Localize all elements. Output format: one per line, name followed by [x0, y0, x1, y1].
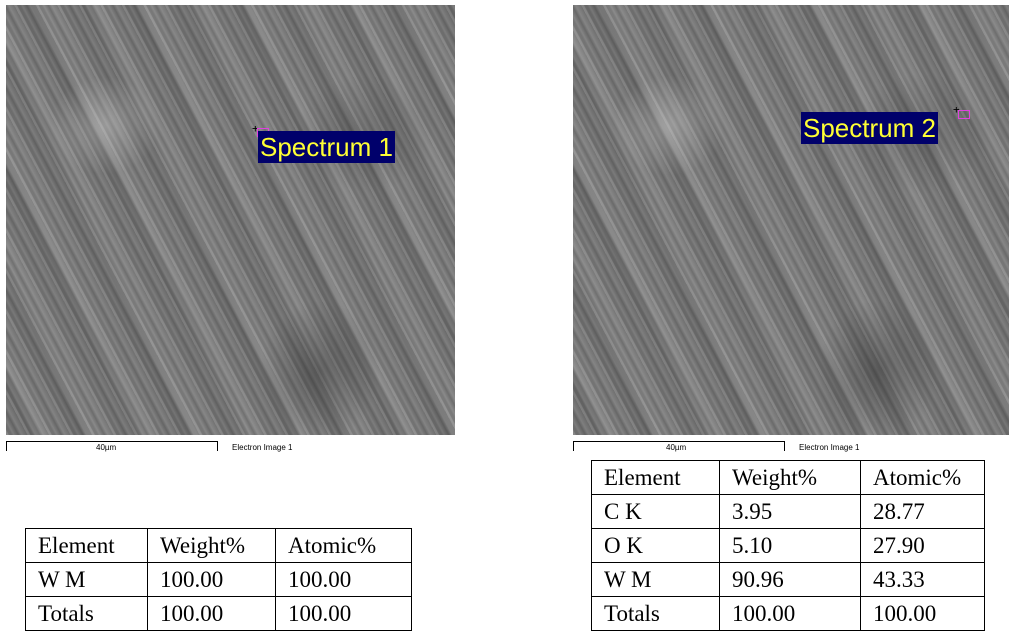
- image-caption: Electron Image 1: [232, 443, 293, 452]
- table-row: Totals 100.00 100.00: [25, 596, 412, 631]
- table-cell: C K: [591, 494, 720, 529]
- column-header: Weight%: [719, 460, 861, 495]
- table-cell: 100.00: [860, 596, 985, 631]
- table-cell: 5.10: [719, 528, 861, 563]
- table-header-row: Element Weight% Atomic%: [591, 460, 985, 495]
- electron-image-left: [6, 5, 455, 435]
- table-row: O K 5.10 27.90: [591, 528, 985, 563]
- table-cell: W M: [591, 562, 720, 597]
- table-row: W M 90.96 43.33: [591, 562, 985, 597]
- table-header-row: Element Weight% Atomic%: [25, 528, 412, 563]
- column-header: Element: [25, 528, 148, 563]
- scale-bar: [573, 441, 785, 451]
- table-cell: 100.00: [275, 562, 412, 597]
- table-cell: 100.00: [719, 596, 861, 631]
- table-row: Totals 100.00 100.00: [591, 596, 985, 631]
- table-cell: 43.33: [860, 562, 985, 597]
- scale-bar-label: 40µm: [666, 443, 687, 452]
- column-header: Atomic%: [275, 528, 412, 563]
- composition-table-right: Element Weight% Atomic% C K 3.95 28.77 O…: [591, 460, 985, 631]
- image-caption: Electron Image 1: [799, 443, 860, 452]
- table-cell: O K: [591, 528, 720, 563]
- table-cell: 90.96: [719, 562, 861, 597]
- table-cell: Totals: [25, 596, 148, 631]
- column-header: Element: [591, 460, 720, 495]
- electron-image-right: [573, 5, 1009, 435]
- crosshair-icon: +: [252, 122, 259, 135]
- scale-bar-label: 40µm: [96, 443, 117, 452]
- scale-bar: [6, 441, 218, 451]
- table-cell: 100.00: [147, 596, 276, 631]
- column-header: Weight%: [147, 528, 276, 563]
- column-header: Atomic%: [860, 460, 985, 495]
- table-row: C K 3.95 28.77: [591, 494, 985, 529]
- table-cell: Totals: [591, 596, 720, 631]
- spectrum-marker-icon: [958, 110, 970, 119]
- crosshair-icon: +: [953, 103, 960, 116]
- table-cell: 27.90: [860, 528, 985, 563]
- table-row: W M 100.00 100.00: [25, 562, 412, 597]
- composition-table-left: Element Weight% Atomic% W M 100.00 100.0…: [25, 528, 412, 631]
- table-cell: 100.00: [147, 562, 276, 597]
- table-cell: 28.77: [860, 494, 985, 529]
- spectrum-1-label: Spectrum 1: [258, 131, 395, 163]
- table-cell: 100.00: [275, 596, 412, 631]
- spectrum-2-label: Spectrum 2: [801, 112, 938, 144]
- table-cell: 3.95: [719, 494, 861, 529]
- table-cell: W M: [25, 562, 148, 597]
